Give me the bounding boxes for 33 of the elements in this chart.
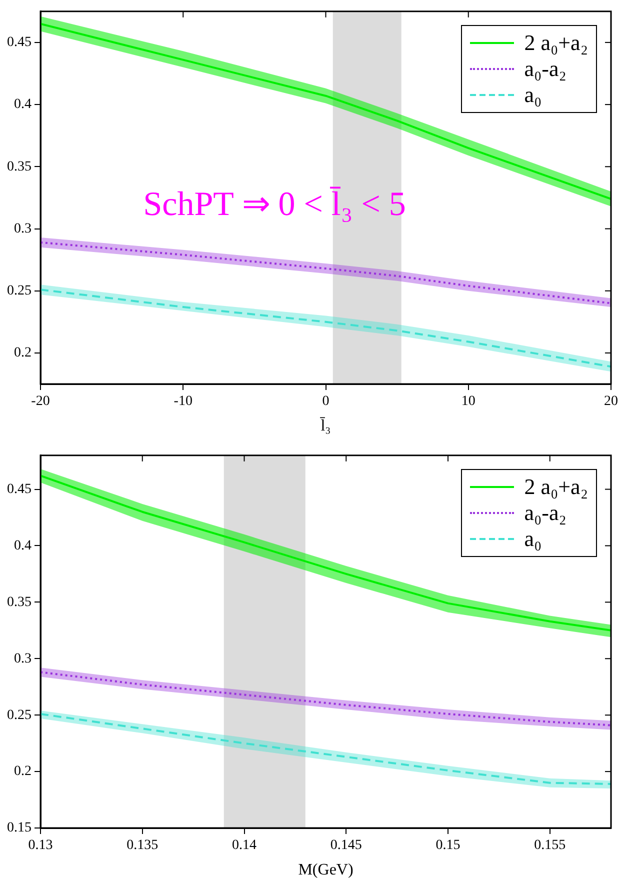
x-tick-label: 0.15 (436, 838, 460, 854)
y-tick-label: 0.25 (7, 708, 32, 723)
y-tick-label: 0.35 (7, 159, 32, 174)
x-tick-label: 0.155 (534, 838, 566, 854)
y-tick-label: 0.3 (14, 221, 32, 236)
y-tick-label: 0.45 (7, 482, 32, 497)
y-tick-label: 0.25 (7, 284, 32, 299)
legend-label: a₀-a₂ (524, 56, 566, 82)
legend-label: 2 a₀+a₂ (524, 30, 588, 56)
legend-label: a₀ (524, 82, 542, 108)
x-tick-label: 0.14 (232, 838, 256, 854)
x-tick-label: 0.135 (126, 838, 158, 854)
y-tick-label: 0.4 (14, 538, 32, 554)
y-tick-label: 0.4 (14, 97, 32, 112)
y-tick-label: 0.35 (7, 594, 32, 610)
y-tick-label: 0.2 (14, 346, 32, 361)
x-tick-label: -20 (31, 394, 50, 410)
x-axis-title: M(GeV) (298, 862, 354, 879)
legend-label: a₀-a₂ (524, 500, 566, 526)
y-tick-label: 0.2 (14, 764, 32, 780)
legend-label: 2 a₀+a₂ (524, 474, 588, 500)
y-tick-label: 0.3 (14, 651, 32, 666)
x-axis-title: l̄₃ (320, 417, 331, 435)
legend-label: a₀ (524, 526, 542, 552)
x-tick-label: 0.13 (28, 838, 53, 854)
x-tick-label: 0 (322, 394, 330, 410)
x-tick-label: -10 (174, 394, 192, 410)
x-tick-label: 20 (604, 394, 618, 410)
x-tick-label: 10 (461, 394, 476, 410)
annotation: SchPT ⇒ 0 < l̄₃ < 5 (143, 184, 406, 224)
y-tick-label: 0.45 (7, 35, 32, 50)
x-tick-label: 0.145 (330, 838, 362, 854)
y-tick-label: 0.15 (7, 820, 32, 836)
